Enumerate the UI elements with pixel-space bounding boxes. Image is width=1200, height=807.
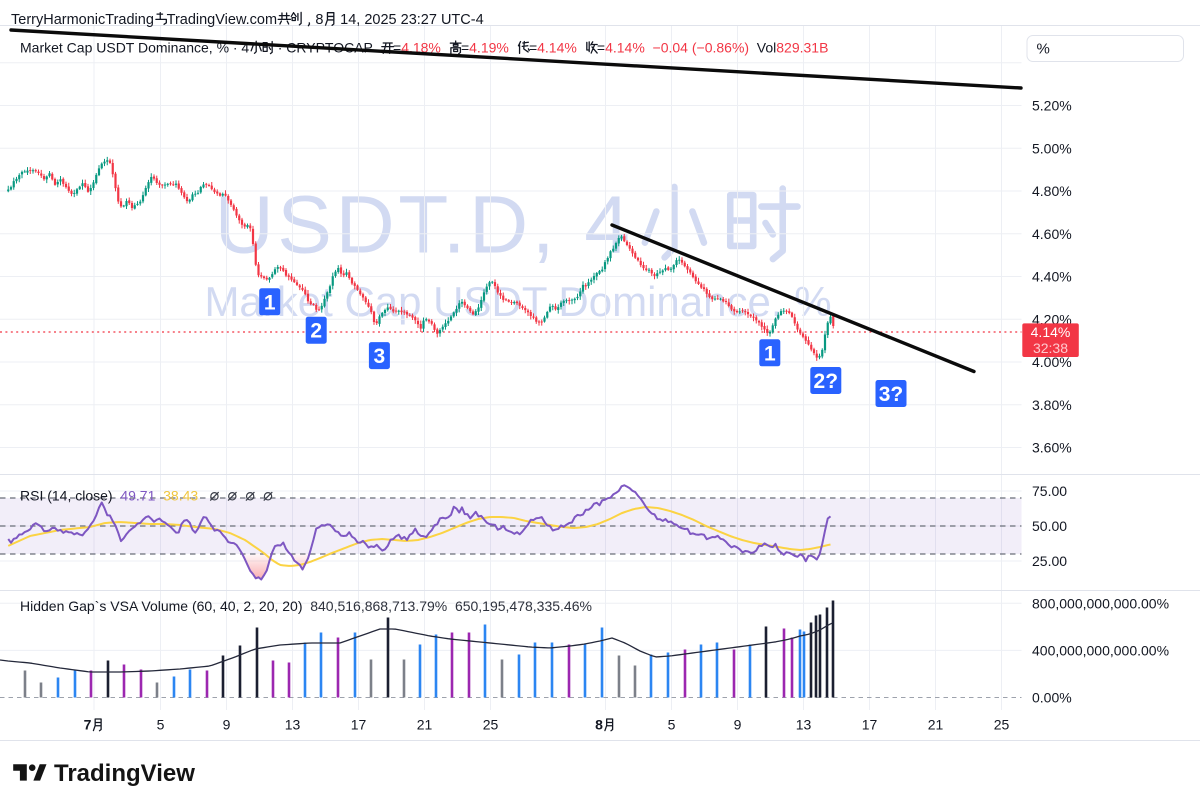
svg-text:829.31B: 829.31B: [776, 40, 828, 56]
svg-text:8: 8: [315, 12, 323, 28]
svg-text:13: 13: [285, 717, 301, 733]
svg-text:75.00: 75.00: [1032, 483, 1067, 499]
svg-text:4.14%: 4.14%: [537, 40, 577, 56]
svg-text:32:38: 32:38: [1033, 340, 1068, 356]
svg-text:%: %: [1037, 41, 1050, 58]
svg-text:50.00: 50.00: [1032, 518, 1067, 534]
svg-text:5.20%: 5.20%: [1032, 98, 1072, 114]
svg-text:RSI (14, close): RSI (14, close): [20, 488, 120, 504]
svg-text:5: 5: [668, 717, 676, 733]
svg-text:USDT.D, 4: USDT.D, 4: [215, 180, 634, 271]
svg-text:4.60%: 4.60%: [1032, 226, 1072, 242]
svg-text:Hidden Gap`s VSA Volume (60, 4: Hidden Gap`s VSA Volume (60, 40, 2, 20, …: [20, 598, 310, 614]
svg-text:4.40%: 4.40%: [1032, 269, 1072, 285]
svg-text:14, 2025 23:27 UTC-4: 14, 2025 23:27 UTC-4: [336, 12, 484, 28]
svg-text:3?: 3?: [879, 383, 904, 406]
svg-text:25.00: 25.00: [1032, 553, 1067, 569]
svg-text:13: 13: [796, 717, 812, 733]
svg-text:49.71: 49.71: [120, 488, 155, 504]
svg-text:4.19%: 4.19%: [469, 40, 509, 56]
svg-text:9: 9: [734, 717, 742, 733]
svg-text:9: 9: [223, 717, 231, 733]
svg-text:−0.04 (−0.86%): −0.04 (−0.86%): [653, 40, 750, 56]
svg-text:2: 2: [310, 320, 322, 343]
svg-text:8: 8: [595, 717, 603, 733]
svg-text:21: 21: [417, 717, 433, 733]
svg-text:TerryHarmonicTrading: TerryHarmonicTrading: [11, 12, 154, 28]
svg-text:4.20%: 4.20%: [1032, 311, 1072, 327]
svg-text:3: 3: [374, 345, 386, 368]
svg-text:Vol: Vol: [749, 40, 776, 56]
svg-text:=: =: [529, 40, 537, 56]
svg-text:4.14%: 4.14%: [1031, 324, 1071, 340]
svg-text:17: 17: [351, 717, 367, 733]
svg-text:=: =: [393, 40, 401, 56]
svg-text:25: 25: [994, 717, 1010, 733]
svg-text:800,000,000,000.00%: 800,000,000,000.00%: [1032, 595, 1169, 611]
svg-text:38.43: 38.43: [163, 488, 198, 504]
svg-text:1: 1: [264, 291, 276, 314]
svg-text:4.00%: 4.00%: [1032, 354, 1072, 370]
svg-text:1: 1: [764, 342, 776, 365]
svg-text:2?: 2?: [814, 370, 839, 393]
svg-text:5.00%: 5.00%: [1032, 140, 1072, 156]
svg-text:3.60%: 3.60%: [1032, 440, 1072, 456]
svg-text:TradingView: TradingView: [54, 760, 195, 787]
svg-text:650,195,478,335.46%: 650,195,478,335.46%: [455, 598, 592, 614]
svg-text:TradingView.com: TradingView.com: [167, 12, 277, 28]
svg-text:=: =: [461, 40, 469, 56]
svg-text:400,000,000,000.00%: 400,000,000,000.00%: [1032, 642, 1169, 658]
svg-text:0.00%: 0.00%: [1032, 690, 1072, 706]
svg-text:5: 5: [157, 717, 165, 733]
svg-text:7: 7: [84, 717, 92, 733]
svg-text:3.80%: 3.80%: [1032, 397, 1072, 413]
svg-text:17: 17: [862, 717, 878, 733]
svg-text:4.14%: 4.14%: [605, 40, 645, 56]
svg-text:21: 21: [928, 717, 944, 733]
svg-text:4.80%: 4.80%: [1032, 183, 1072, 199]
svg-text:=: =: [597, 40, 605, 56]
svg-text:Market Cap USDT Dominance, %: Market Cap USDT Dominance, %: [20, 40, 229, 56]
svg-text:25: 25: [483, 717, 499, 733]
svg-text:840,516,868,713.79%: 840,516,868,713.79%: [310, 598, 447, 614]
